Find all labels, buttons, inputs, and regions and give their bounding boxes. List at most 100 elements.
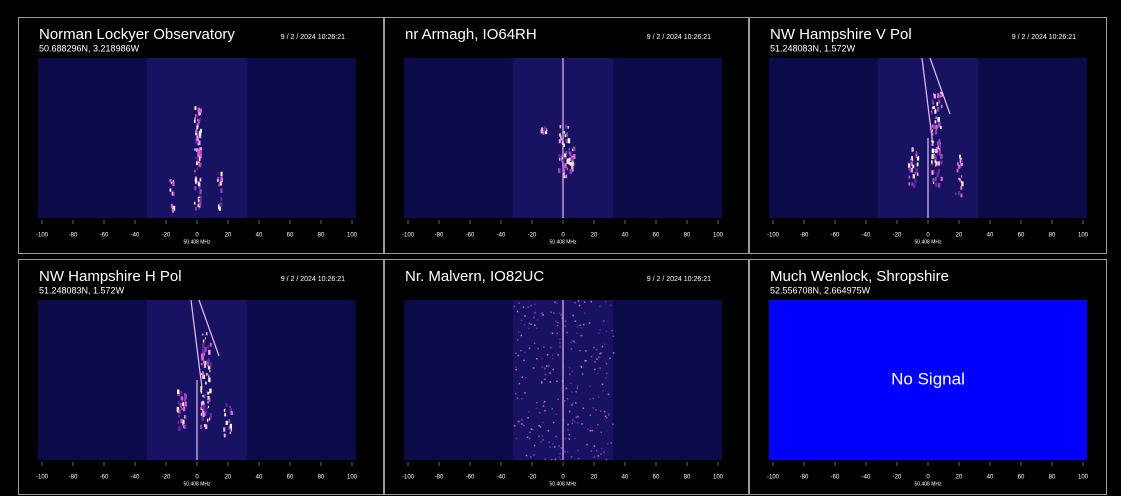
- tick-label: -80: [435, 475, 444, 481]
- noise-speckle: [548, 365, 550, 367]
- signal-trace: [194, 202, 195, 205]
- signal-trace: [210, 413, 211, 416]
- noise-speckle: [549, 446, 551, 448]
- signal-trace: [224, 434, 226, 438]
- timestamp: 9 / 2 / 2024 10:26:21: [281, 276, 345, 283]
- signal-trace: [202, 343, 204, 348]
- timestamp: 9 / 2 / 2024 10:26:21: [1012, 34, 1076, 41]
- signal-trace: [564, 131, 565, 134]
- noise-speckle: [605, 377, 607, 379]
- tick-label: 60: [1018, 475, 1025, 481]
- noise-speckle: [557, 325, 559, 327]
- signal-trace: [195, 207, 197, 211]
- tick-label: -80: [800, 233, 809, 239]
- signal-trace: [935, 116, 936, 118]
- signal-trace: [938, 183, 940, 188]
- timestamp: 9 / 2 / 2024 10:26:21: [281, 34, 345, 41]
- noise-speckle: [599, 329, 601, 331]
- signal-trace: [207, 407, 208, 409]
- signal-trace: [934, 156, 936, 161]
- noise-speckle: [527, 417, 529, 419]
- signal-trace: [203, 340, 204, 343]
- noise-speckle: [533, 367, 535, 369]
- noise-speckle: [606, 373, 608, 375]
- signal-trace: [941, 177, 943, 181]
- signal-trace: [230, 412, 232, 415]
- signal-trace: [565, 125, 567, 129]
- noise-speckle: [517, 339, 519, 341]
- signal-trace: [198, 148, 200, 152]
- noise-speckle: [608, 394, 610, 396]
- noise-speckle: [581, 366, 583, 368]
- noise-speckle: [557, 333, 559, 335]
- signal-trace: [220, 177, 222, 182]
- noise-speckle: [576, 333, 578, 335]
- noise-speckle: [541, 435, 543, 437]
- tick-label: 60: [653, 233, 660, 239]
- tick-label: 100: [347, 475, 358, 481]
- tick-label: -20: [893, 233, 902, 239]
- signal-trace: [217, 179, 218, 182]
- signal-trace: [935, 120, 937, 123]
- noise-speckle: [513, 306, 515, 308]
- signal-trace: [913, 183, 915, 187]
- noise-speckle: [593, 407, 595, 409]
- noise-speckle: [599, 353, 601, 355]
- noise-speckle: [596, 450, 598, 452]
- signal-trace: [938, 100, 940, 104]
- noise-speckle: [577, 450, 579, 452]
- signal-trace: [195, 157, 196, 159]
- noise-speckle: [567, 429, 569, 431]
- signal-trace: [564, 154, 566, 157]
- signal-trace: [180, 403, 182, 408]
- axis-label: 50.408 MHz: [184, 239, 211, 245]
- noise-speckle: [539, 412, 541, 414]
- panel-title: NW Hampshire H Pol: [39, 268, 182, 285]
- noise-speckle: [544, 368, 546, 370]
- noise-speckle: [546, 365, 548, 367]
- noise-speckle: [606, 459, 608, 461]
- signal-trace: [202, 348, 204, 353]
- signal-trace: [198, 182, 200, 186]
- signal-trace: [934, 154, 935, 156]
- signal-trace: [960, 194, 962, 198]
- signal-trace: [570, 162, 572, 165]
- noise-speckle: [550, 381, 552, 383]
- signal-trace: [198, 204, 199, 207]
- noise-speckle: [604, 344, 606, 346]
- noise-speckle: [541, 382, 543, 384]
- noise-speckle: [564, 451, 566, 453]
- noise-speckle: [559, 457, 561, 459]
- signal-trace: [938, 169, 940, 174]
- tick-label: -40: [862, 475, 871, 481]
- noise-speckle: [527, 436, 529, 438]
- noise-speckle: [540, 441, 542, 443]
- noise-speckle: [542, 314, 544, 316]
- noise-speckle: [606, 331, 608, 333]
- signal-trace: [202, 334, 203, 336]
- noise-speckle: [590, 415, 592, 417]
- signal-trace: [937, 141, 939, 145]
- tick-label: 20: [225, 475, 232, 481]
- noise-speckle: [559, 342, 561, 344]
- noise-speckle: [555, 436, 557, 438]
- noise-speckle: [521, 320, 523, 322]
- noise-speckle: [597, 373, 599, 375]
- noise-speckle: [541, 312, 543, 314]
- signal-trace: [961, 181, 962, 183]
- noise-speckle: [542, 422, 544, 424]
- noise-speckle: [595, 409, 597, 411]
- signal-trace: [917, 173, 919, 176]
- signal-trace: [208, 366, 210, 370]
- noise-speckle: [557, 398, 559, 400]
- signal-trace: [937, 117, 939, 122]
- noise-speckle: [566, 388, 568, 390]
- signal-trace: [171, 204, 173, 208]
- noise-speckle: [551, 459, 553, 461]
- noise-speckle: [534, 342, 536, 344]
- noise-speckle: [548, 430, 550, 432]
- signal-trace: [172, 192, 174, 196]
- noise-speckle: [552, 358, 554, 360]
- signal-trace: [908, 163, 910, 167]
- signal-trace: [916, 151, 917, 154]
